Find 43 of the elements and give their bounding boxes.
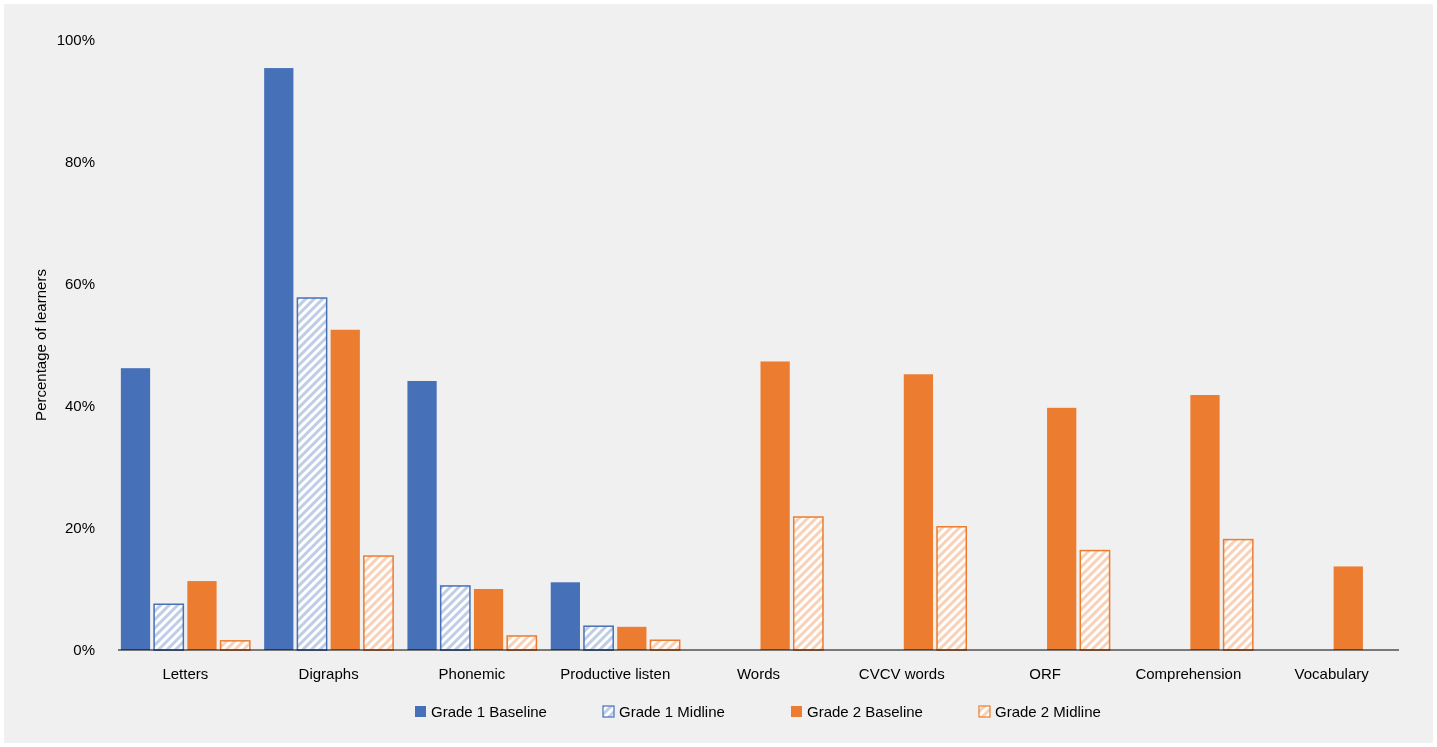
y-tick-label: 20% (64, 519, 95, 537)
bar (1190, 395, 1220, 650)
legend-label: Grade 1 Midline (619, 703, 725, 720)
bar (330, 329, 360, 650)
x-tick-label: Letters (162, 665, 209, 682)
bar (120, 368, 151, 650)
bar (1222, 538, 1254, 651)
bar (617, 626, 647, 650)
bar (473, 589, 504, 650)
bar (187, 581, 217, 650)
bar (153, 603, 185, 651)
bar (792, 516, 824, 651)
bar (407, 380, 437, 650)
y-tick-label: 100% (56, 31, 95, 49)
x-tick-label: Comprehension (1135, 665, 1242, 682)
bar (903, 374, 934, 650)
y-tick-label: 0% (73, 641, 95, 659)
bar (264, 68, 294, 650)
x-tick-label: Phonemic (438, 665, 506, 682)
bar (550, 582, 580, 650)
x-tick-label: CVCV words (858, 665, 945, 682)
bar (1047, 407, 1077, 650)
bar (760, 361, 790, 650)
y-axis-title: Percentage of learners (32, 269, 49, 421)
x-tick-label: Words (736, 665, 781, 682)
y-tick-label: 80% (64, 153, 95, 171)
y-tick-label: 60% (64, 275, 95, 293)
y-tick-label: 40% (64, 397, 95, 415)
legend-label: Grade 2 Midline (995, 703, 1101, 720)
x-tick-label: Digraphs (298, 665, 359, 682)
x-tick-label: ORF (1029, 665, 1061, 682)
bar (296, 297, 328, 651)
x-tick-label: Vocabulary (1294, 665, 1370, 682)
bar (439, 585, 471, 651)
x-tick-label: Productive listen (560, 665, 671, 682)
bar (936, 526, 968, 651)
bar (506, 635, 538, 651)
bar (1079, 549, 1111, 651)
legend-label: Grade 2 Baseline (807, 703, 923, 720)
bar (1333, 566, 1363, 650)
legend-label: Grade 1 Baseline (431, 703, 547, 720)
bar (583, 625, 614, 651)
bar (363, 555, 394, 651)
